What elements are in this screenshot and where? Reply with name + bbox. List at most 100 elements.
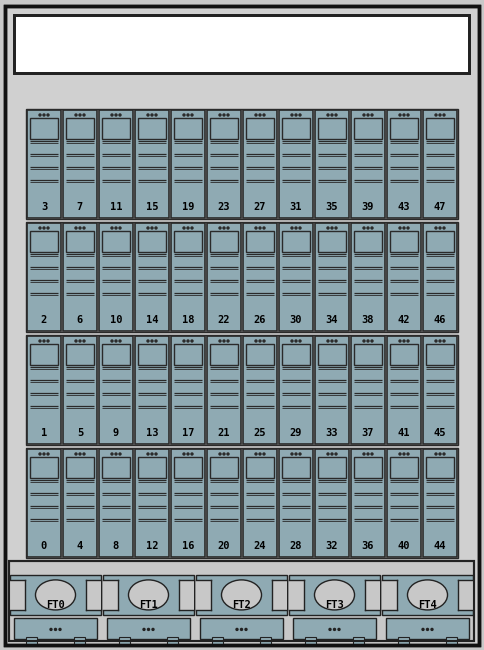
Circle shape [115, 114, 117, 116]
Bar [425, 231, 453, 252]
Text: 14: 14 [146, 315, 158, 325]
Bar [389, 231, 417, 252]
Bar [212, 637, 223, 644]
Bar [245, 118, 273, 138]
Text: 7: 7 [77, 202, 83, 212]
Circle shape [258, 340, 260, 342]
Circle shape [362, 453, 364, 455]
Circle shape [187, 227, 189, 229]
Bar [288, 575, 379, 615]
Circle shape [255, 114, 257, 116]
Bar [66, 118, 94, 138]
Circle shape [370, 340, 372, 342]
Circle shape [54, 629, 56, 630]
Bar [10, 575, 101, 615]
Bar [174, 344, 201, 365]
Circle shape [255, 227, 257, 229]
Bar [135, 223, 168, 331]
Bar [318, 457, 345, 478]
Circle shape [370, 227, 372, 229]
Bar [210, 118, 238, 138]
Circle shape [151, 340, 152, 342]
Text: 27: 27 [253, 202, 266, 212]
Bar [425, 118, 453, 138]
Circle shape [75, 453, 77, 455]
Text: 18: 18 [182, 315, 194, 325]
Bar [353, 118, 381, 138]
Bar [63, 449, 97, 557]
Circle shape [155, 453, 157, 455]
Bar [102, 344, 130, 365]
Circle shape [326, 340, 328, 342]
Bar [63, 336, 97, 444]
Text: 24: 24 [253, 541, 266, 551]
Circle shape [219, 227, 221, 229]
Bar [292, 618, 376, 639]
Text: 30: 30 [289, 315, 302, 325]
Circle shape [294, 227, 296, 229]
Bar [242, 110, 276, 218]
Circle shape [438, 227, 440, 229]
Circle shape [398, 114, 400, 116]
Text: 5: 5 [77, 428, 83, 438]
Bar [364, 580, 379, 610]
Bar [26, 335, 457, 445]
Bar [318, 231, 345, 252]
Text: 38: 38 [361, 315, 374, 325]
Circle shape [290, 114, 292, 116]
Bar [196, 580, 211, 610]
Bar [102, 231, 130, 252]
Circle shape [47, 453, 49, 455]
Circle shape [187, 340, 189, 342]
Circle shape [294, 114, 296, 116]
Circle shape [191, 114, 193, 116]
Bar [63, 223, 97, 331]
Ellipse shape [314, 580, 354, 610]
Bar [30, 118, 58, 138]
Text: 34: 34 [325, 315, 337, 325]
Circle shape [223, 453, 225, 455]
Circle shape [290, 340, 292, 342]
Bar [352, 637, 363, 644]
Circle shape [219, 114, 221, 116]
Circle shape [59, 629, 61, 630]
Bar [305, 637, 316, 644]
Bar [102, 118, 130, 138]
Bar [445, 637, 455, 644]
Bar [386, 336, 420, 444]
Bar [425, 344, 453, 365]
Circle shape [290, 227, 292, 229]
Bar [27, 223, 61, 331]
Circle shape [398, 453, 400, 455]
Bar [314, 223, 348, 331]
Text: FT2: FT2 [232, 600, 250, 610]
Circle shape [421, 629, 423, 630]
Circle shape [111, 114, 113, 116]
Bar [314, 336, 348, 444]
Circle shape [151, 453, 152, 455]
Circle shape [362, 114, 364, 116]
Bar [422, 110, 456, 218]
Circle shape [290, 453, 292, 455]
Text: 46: 46 [433, 315, 445, 325]
Text: 9: 9 [113, 428, 119, 438]
Circle shape [366, 453, 368, 455]
Bar [242, 223, 276, 331]
Circle shape [227, 114, 228, 116]
Bar [422, 336, 456, 444]
Bar [350, 336, 384, 444]
Bar [281, 231, 309, 252]
Bar [314, 110, 348, 218]
Text: 25: 25 [253, 428, 266, 438]
Bar [63, 110, 97, 218]
Text: 6: 6 [77, 315, 83, 325]
Circle shape [362, 227, 364, 229]
Bar [245, 231, 273, 252]
Bar [281, 344, 309, 365]
Circle shape [39, 340, 41, 342]
Bar [350, 449, 384, 557]
Circle shape [398, 227, 400, 229]
Text: 10: 10 [109, 315, 122, 325]
Bar [119, 637, 130, 644]
Circle shape [402, 453, 404, 455]
